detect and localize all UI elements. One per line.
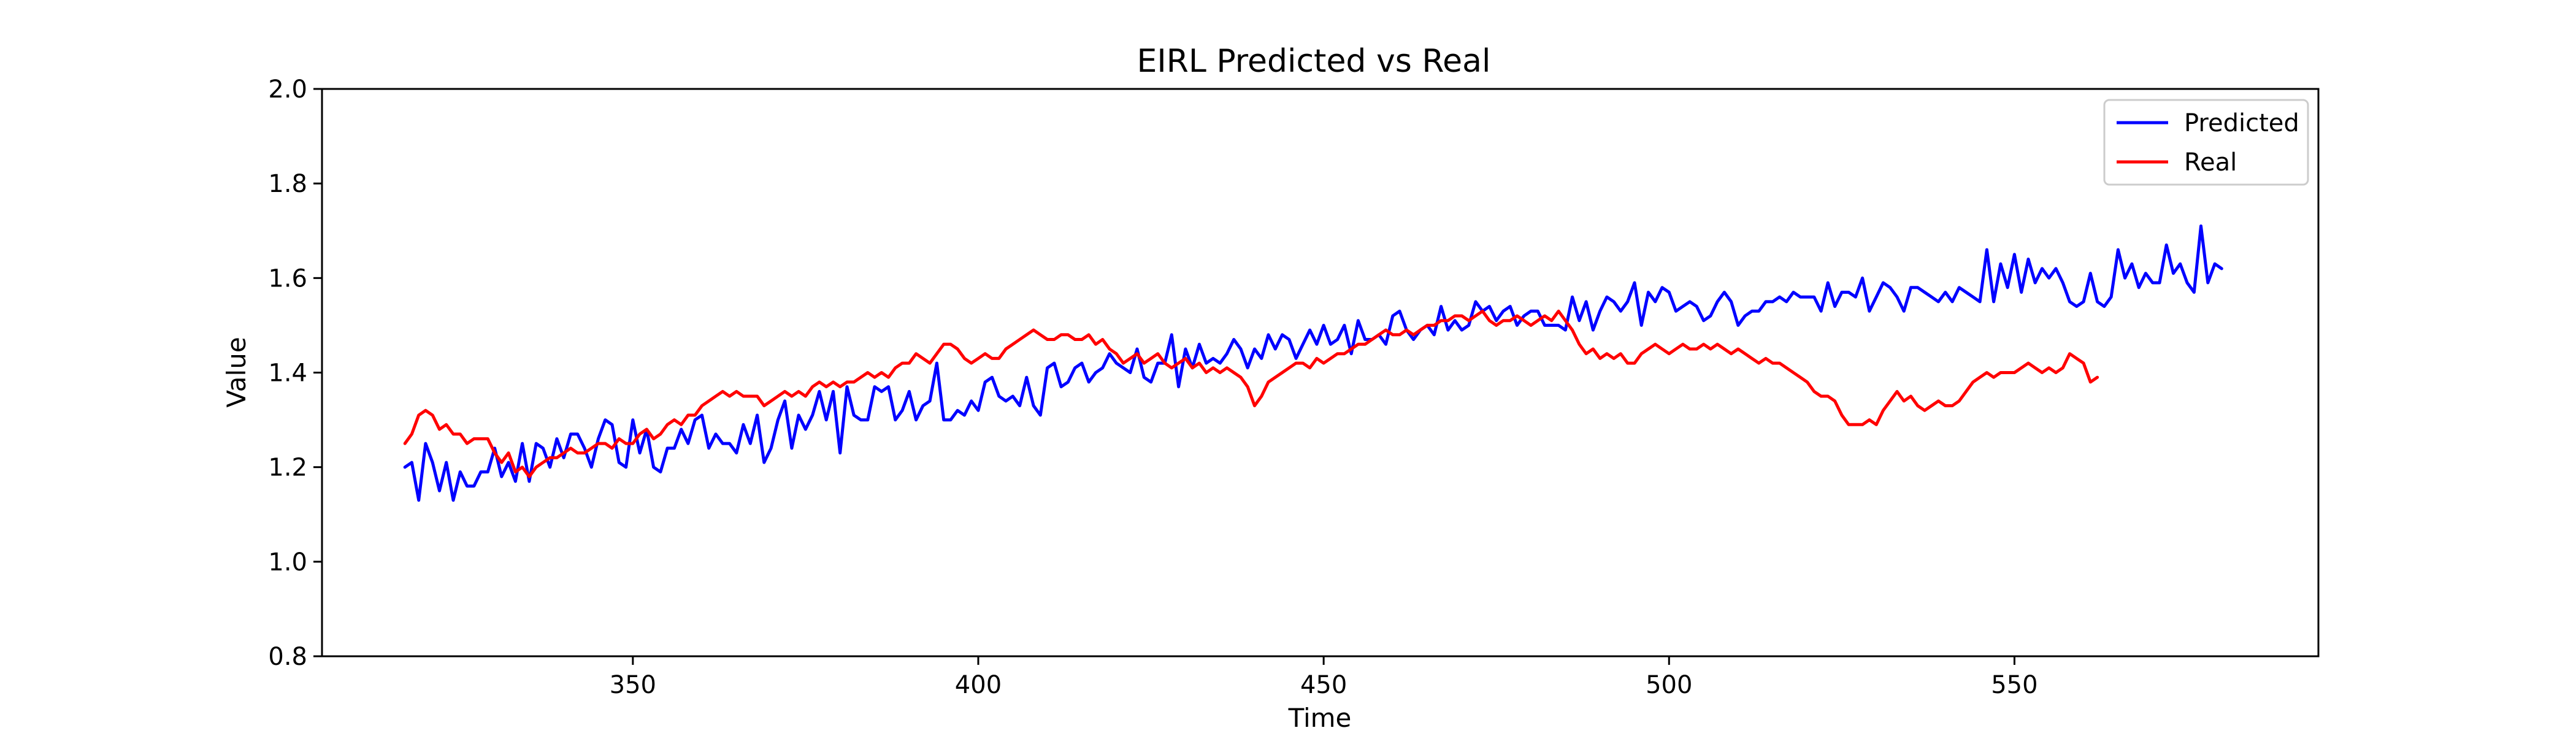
series-line-predicted [403, 224, 2223, 502]
legend: Predicted Real [2103, 99, 2309, 186]
y-tick-label: 1.2 [268, 454, 307, 482]
x-tick-label: 350 [610, 671, 656, 699]
x-axis: 350 400 450 500 550 [610, 656, 2038, 699]
x-tick-label: 500 [1646, 671, 1692, 699]
chart-title: EIRL Predicted vs Real [1137, 43, 1491, 80]
y-tick-label: 0.8 [268, 643, 307, 671]
y-tick-label: 1.0 [268, 548, 307, 577]
x-tick-label: 550 [1991, 671, 2037, 699]
axes-frame [321, 88, 2320, 657]
y-tick-label: 1.6 [268, 264, 307, 293]
y-axis-label: Value [221, 337, 251, 407]
series-line-real [403, 309, 2099, 478]
y-tick-label: 1.8 [268, 170, 307, 198]
x-tick-label: 400 [955, 671, 1002, 699]
x-tick-label: 450 [1300, 671, 1347, 699]
y-tick-label: 2.0 [268, 75, 307, 104]
plot-lines [403, 224, 2223, 502]
x-axis-label: Time [1288, 703, 1352, 733]
legend-label-predicted: Predicted [2184, 109, 2299, 137]
y-tick-label: 1.4 [268, 359, 307, 388]
legend-label-real: Real [2184, 148, 2237, 177]
y-axis: 0.8 1.0 1.2 1.4 1.6 1.8 2.0 [268, 75, 322, 671]
